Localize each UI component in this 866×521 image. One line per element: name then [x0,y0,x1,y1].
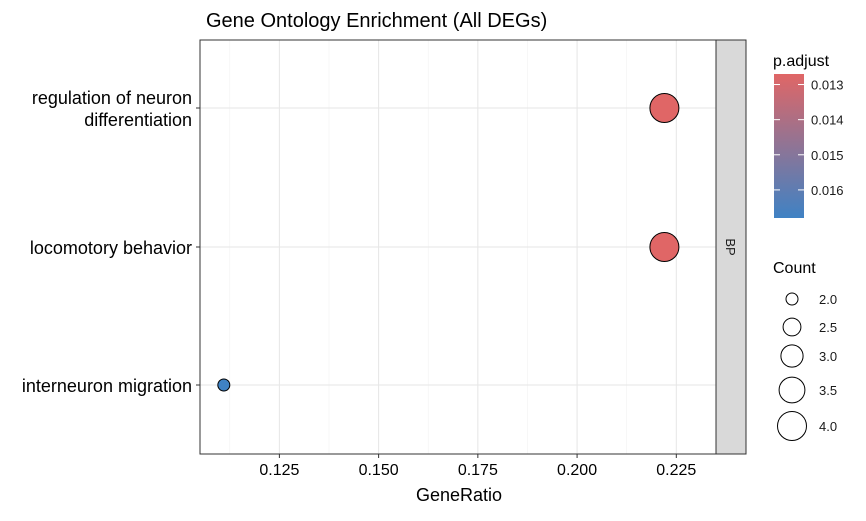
color-legend-label: 0.015 [811,148,844,163]
y-tick-label: differentiation [84,110,192,130]
color-legend-label: 0.016 [811,183,844,198]
color-legend: p.adjust 0.013 0.014 0.015 0.016 [773,53,844,218]
size-legend-key [780,344,804,368]
size-legend-key [785,292,799,306]
y-tick-label: locomotory behavior [30,238,192,258]
plot-panel [199,39,717,455]
data-point [649,232,680,262]
size-legend-label: 3.5 [819,383,837,398]
size-legend-label: 4.0 [819,419,837,434]
x-tick-label: 0.150 [359,462,399,479]
color-legend-label: 0.013 [811,78,844,93]
size-legend-key [782,317,802,337]
x-axis: 0.125 0.150 0.175 0.200 0.225 [259,454,696,479]
x-tick-label: 0.200 [557,462,597,479]
size-legend-key [777,411,807,441]
facet-strip: BP [715,39,747,455]
size-legend-title: Count [773,260,816,277]
size-legend-label: 2.5 [819,320,837,335]
data-point [217,378,231,392]
y-tick-label: regulation of neuron [32,88,192,108]
facet-strip-label: BP [723,238,738,255]
color-legend-title: p.adjust [773,53,830,70]
x-tick-label: 0.175 [458,462,498,479]
facet-strip-background [715,39,747,455]
x-axis-title: GeneRatio [416,485,502,505]
size-legend-key [778,376,806,404]
size-legend-label: 3.0 [819,349,837,364]
color-legend-label: 0.014 [811,113,844,128]
x-tick-label: 0.125 [259,462,299,479]
y-tick-label: interneuron migration [22,376,192,396]
x-tick-label: 0.225 [656,462,696,479]
size-legend-label: 2.0 [819,292,837,307]
chart-title: Gene Ontology Enrichment (All DEGs) [206,10,547,32]
data-point [649,93,680,123]
color-bar [774,74,804,218]
